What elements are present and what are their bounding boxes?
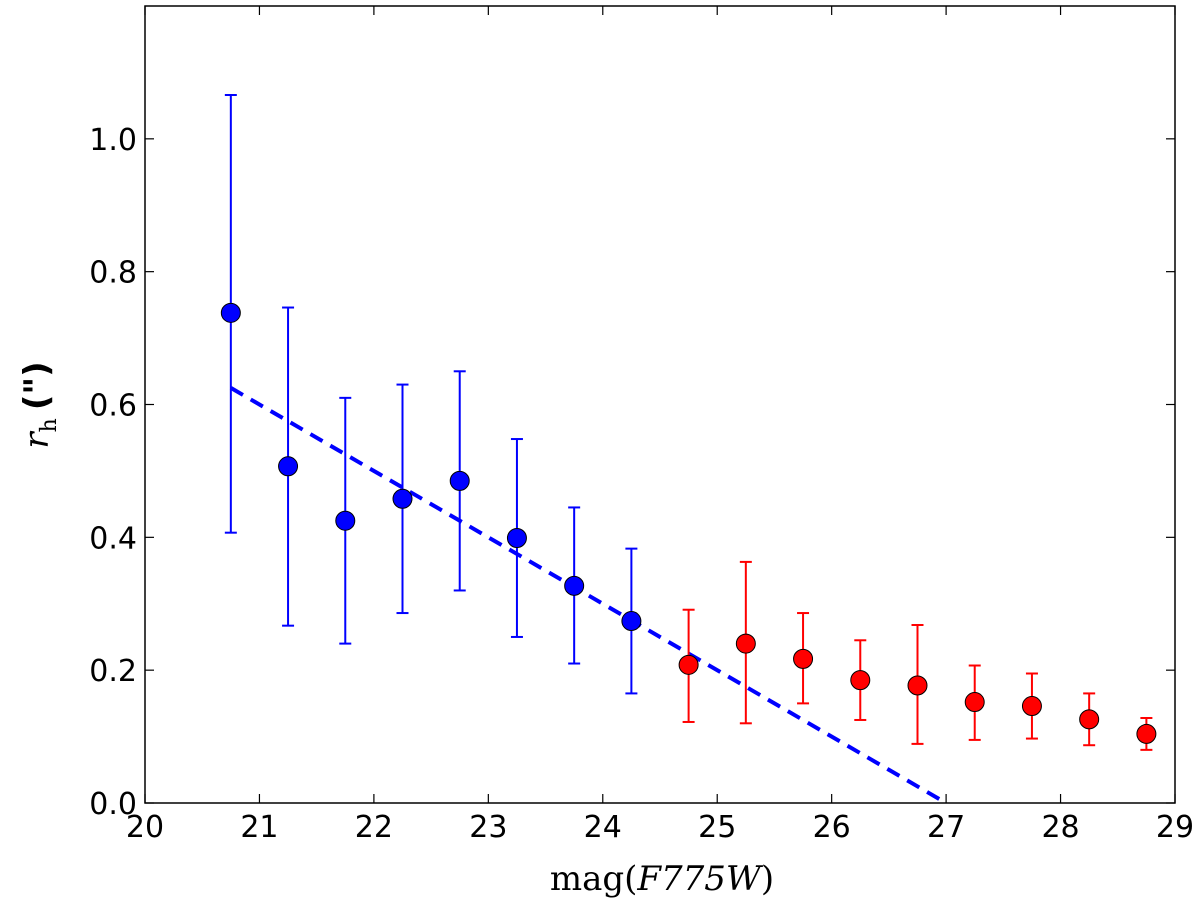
y-tick-label-3: 0.6 (89, 389, 137, 424)
y-tick-label-2: 0.4 (89, 521, 137, 556)
data-point-1-4 (907, 675, 928, 696)
y-tick-label-1: 0.2 (89, 654, 137, 689)
x-tick-label-8: 28 (1041, 810, 1079, 845)
x-tick-label-7: 27 (927, 810, 965, 845)
data-point-1-1 (735, 633, 756, 654)
data-point-0-6 (564, 575, 585, 596)
x-tick-label-3: 23 (469, 810, 507, 845)
x-tick-label-6: 26 (813, 810, 851, 845)
x-tick-label-2: 22 (355, 810, 393, 845)
x-tick-label-0: 20 (126, 810, 164, 845)
x-tick-label-4: 24 (584, 810, 622, 845)
errorbars (224, 93, 1153, 751)
plot-frame (144, 5, 1176, 804)
data-point-1-5 (964, 692, 985, 713)
y-tick-label-5: 1.0 (89, 123, 137, 158)
x-tick-label-5: 25 (698, 810, 736, 845)
y-tick-label-4: 0.8 (89, 256, 137, 291)
y-axis-label: rh(") (17, 361, 62, 448)
data-point-1-7 (1079, 709, 1100, 730)
fit-line (229, 386, 942, 802)
y-tick-label-0: 0.0 (89, 787, 137, 822)
data-point-0-1 (278, 456, 299, 477)
data-point-0-4 (449, 470, 470, 491)
data-point-1-6 (1021, 696, 1042, 717)
x-tick-label-1: 21 (240, 810, 278, 845)
tick-labels: 20 21 22 23 24 25 26 27 28 29 0.0 0.2 0.4 0.6 0.8 1.0 (89, 123, 1194, 845)
data-point-1-0 (678, 654, 699, 675)
data-point-1-8 (1136, 723, 1157, 744)
data-point-0-0 (220, 302, 241, 323)
fit-line-group (229, 386, 942, 802)
data-point-0-2 (335, 510, 356, 531)
data-point-1-2 (793, 648, 814, 669)
data-point-0-5 (506, 527, 527, 548)
data-point-1-3 (850, 670, 871, 691)
data-points (220, 302, 1157, 744)
x-axis-label: mag(F775W) (550, 859, 774, 899)
ticks (144, 6, 1176, 804)
x-tick-label-9: 29 (1156, 810, 1194, 845)
data-point-0-7 (621, 611, 642, 632)
data-point-0-3 (392, 488, 413, 509)
